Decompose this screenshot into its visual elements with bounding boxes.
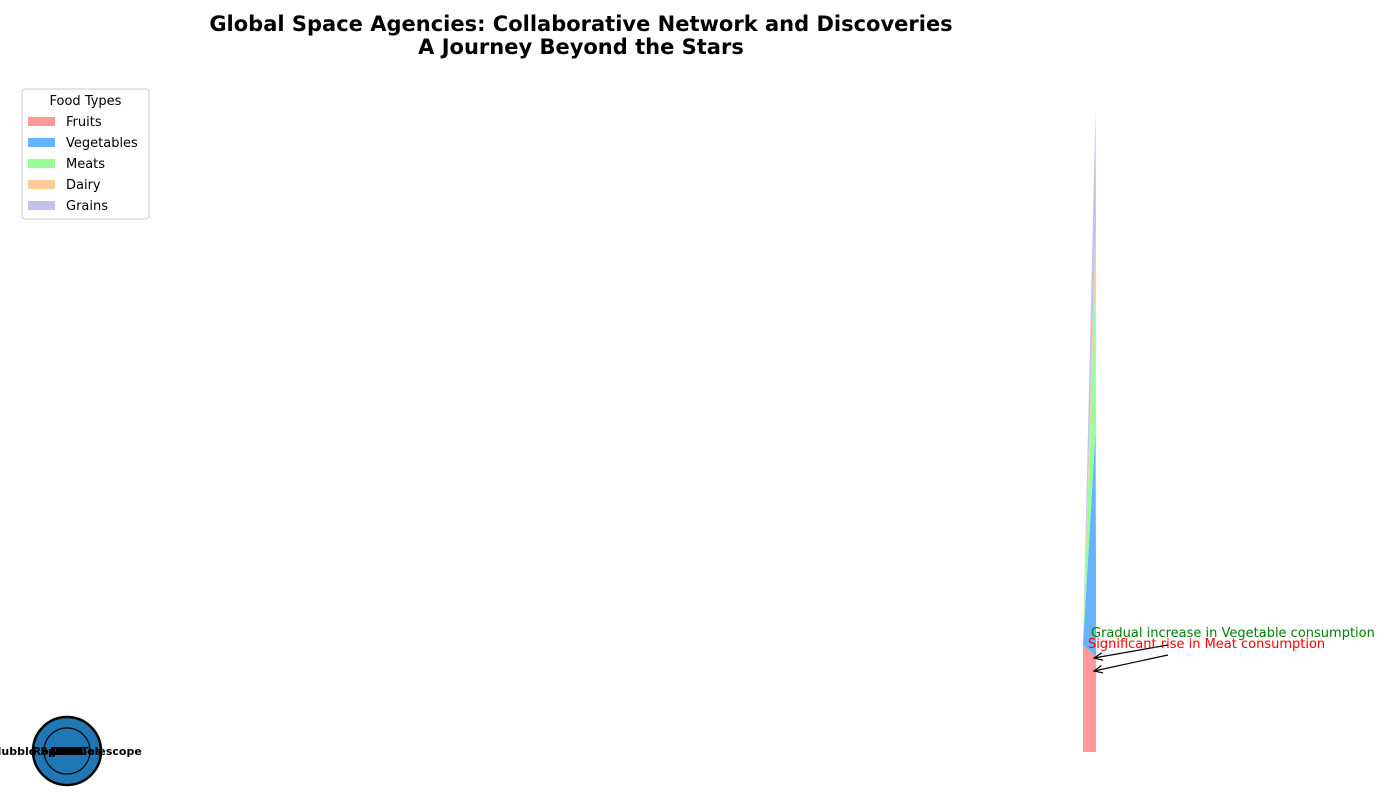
area-series-grains <box>1083 110 1096 645</box>
area-series-fruits <box>1083 645 1096 752</box>
annotation-meats: Significant rise in Meat consumption <box>1088 637 1325 652</box>
node-label-0: NASA <box>50 745 85 758</box>
legend-swatch-fruits <box>28 117 55 126</box>
area-series-meats <box>1083 270 1096 645</box>
node-label-1: ESA <box>55 745 79 758</box>
legend: Food Types Fruits Vegetables Meats Dairy Gra… <box>21 88 150 220</box>
area-series-vegetables <box>1083 431 1096 667</box>
annotation-vegetables: Gradual increase in Vegetable consumptio… <box>1091 626 1375 641</box>
node-label-6: Hubble Space Telescope <box>0 745 142 758</box>
legend-swatch-meats <box>28 159 55 168</box>
node-label-4: ISRO <box>52 745 82 758</box>
node-label-2: Roscosmos <box>33 745 102 758</box>
legend-label-dairy: Dairy <box>66 178 101 193</box>
legend-label-grains: Grains <box>66 199 108 214</box>
chart-title: Global Space Agencies: Collaborative Net… <box>209 12 952 36</box>
annotation-arrow-meats <box>1094 654 1169 671</box>
node-label-5: CNSA <box>50 745 84 758</box>
legend-swatch-grains <box>28 201 55 210</box>
node-label-3: JAXA <box>51 745 82 758</box>
network-node <box>31 715 103 787</box>
annotations: Gradual increase in Vegetable consumptio… <box>1088 626 1375 671</box>
legend-label-meats: Meats <box>66 157 105 172</box>
annotation-arrow-vegetables <box>1094 644 1169 658</box>
network-self-loop <box>43 727 91 775</box>
legend-swatch-vegetables <box>28 138 55 147</box>
legend-title: Food Types <box>50 94 122 109</box>
stacked-area-plot <box>1083 110 1096 752</box>
legend-label-vegetables: Vegetables <box>66 136 138 151</box>
legend-swatch-dairy <box>28 180 55 189</box>
area-series-dairy <box>1083 227 1096 645</box>
chart-subtitle: A Journey Beyond the Stars <box>418 35 744 59</box>
legend-label-fruits: Fruits <box>66 115 102 130</box>
